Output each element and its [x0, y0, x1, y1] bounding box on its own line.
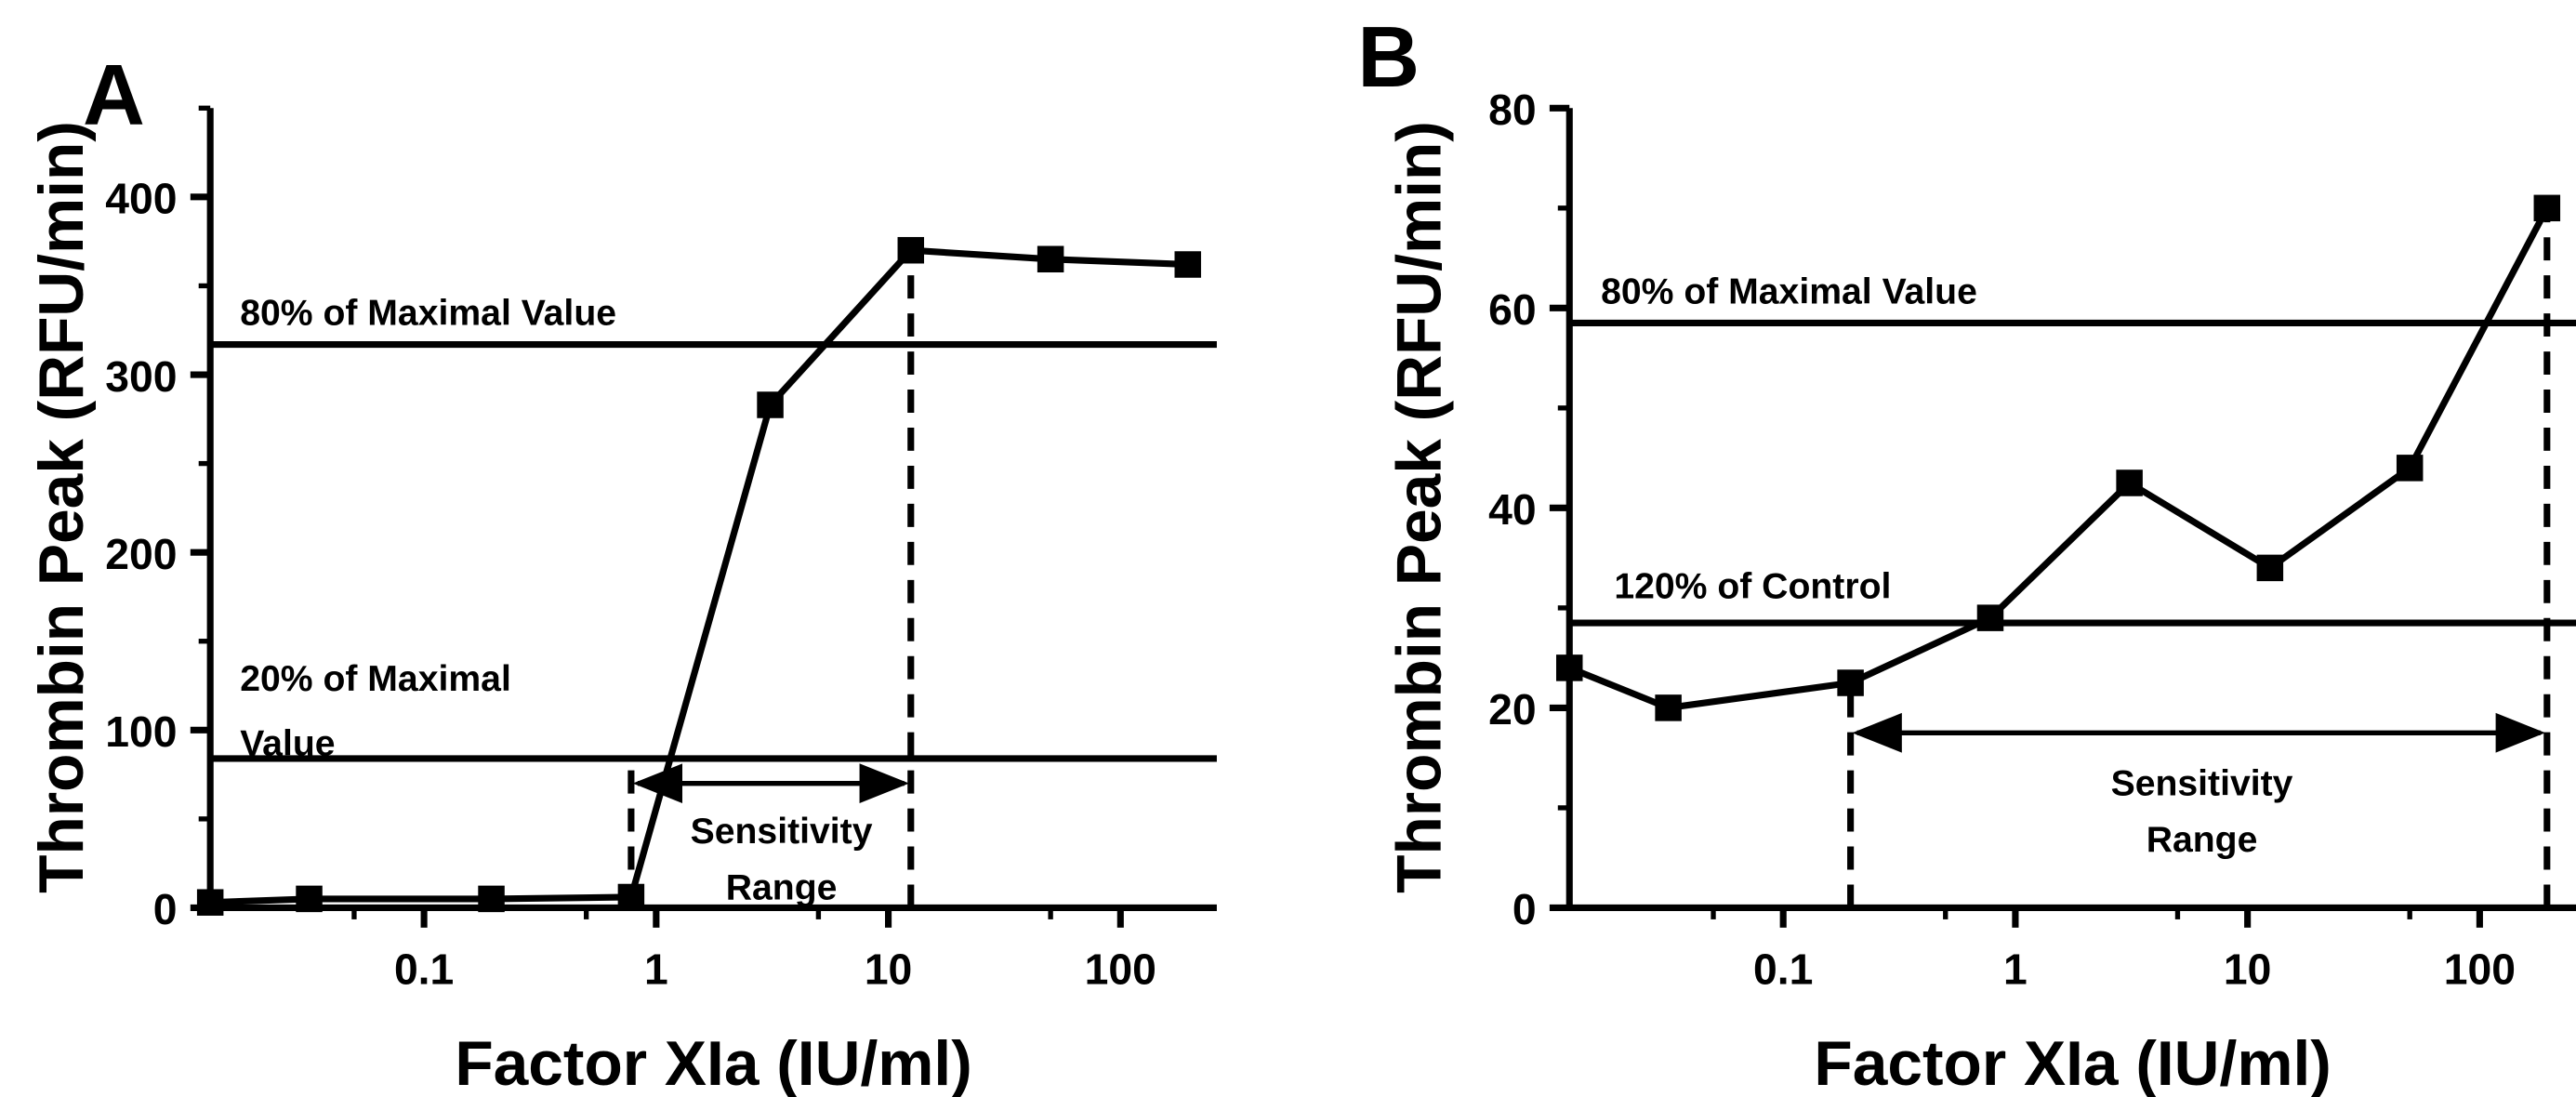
- data-point: [2116, 469, 2143, 496]
- data-point: [1555, 654, 1583, 681]
- data-point: [757, 391, 784, 418]
- sensitivity-range-label: Sensitivity: [2111, 763, 2293, 803]
- data-point: [2396, 455, 2424, 482]
- x-tick-label: 10: [2224, 945, 2272, 993]
- sensitivity-range-label: Range: [726, 868, 838, 908]
- y-tick-label: 0: [1513, 885, 1537, 933]
- data-point: [1174, 251, 1201, 278]
- data-point: [196, 889, 224, 916]
- x-tick-label: 1: [644, 945, 668, 993]
- sensitivity-range-label: Sensitivity: [691, 812, 873, 852]
- x-axis-title: Factor XIa (IU/ml): [1814, 1029, 2331, 1097]
- y-tick-label: 200: [105, 530, 177, 578]
- threshold-label: 80% of Maximal Value: [240, 294, 616, 334]
- y-tick-label: 400: [105, 175, 177, 223]
- y-axis-title: Thrombin Peak (RFU/min): [1384, 121, 1454, 893]
- sensitivity-range-label: Range: [2147, 820, 2258, 860]
- y-axis-title: Thrombin Peak (RFU/min): [27, 121, 97, 893]
- threshold-label: 120% of Control: [1614, 566, 1891, 606]
- panel-label: B: [1357, 8, 1420, 105]
- y-tick-label: 20: [1488, 685, 1537, 734]
- data-point: [2533, 194, 2561, 222]
- data-point: [478, 885, 505, 913]
- data-point: [2256, 554, 2284, 582]
- x-tick-label: 0.1: [394, 945, 454, 993]
- data-point: [1976, 604, 2004, 631]
- threshold-label: 80% of Maximal Value: [1601, 271, 1977, 311]
- data-point: [1837, 669, 1864, 696]
- y-tick-label: 0: [153, 885, 178, 933]
- data-point: [296, 885, 323, 913]
- y-tick-label: 300: [105, 352, 177, 401]
- panel-a: A 0 100 200 300 400 0.1 1 10 100 Factor XIa (IU/ml…: [27, 46, 1217, 1097]
- data-point: [897, 236, 925, 264]
- series-line: [210, 246, 1188, 906]
- x-tick-label: 100: [2444, 945, 2516, 993]
- threshold-label: Value: [240, 724, 335, 764]
- threshold-label: 20% of Maximal: [240, 659, 511, 699]
- x-tick-label: 10: [865, 945, 913, 993]
- y-tick-label: 60: [1488, 285, 1537, 334]
- panel-b: B 0 20 40 60 80 0.1 1 10 100 Factor XIa (IU/ml) Thr…: [1357, 8, 2576, 1097]
- x-tick-label: 0.1: [1753, 945, 1813, 993]
- data-point: [1037, 245, 1064, 273]
- y-tick-label: 100: [105, 707, 177, 756]
- x-tick-label: 1: [2003, 945, 2028, 993]
- x-tick-label: 100: [1085, 945, 1156, 993]
- data-point: [1655, 694, 1682, 721]
- series-line: [1567, 206, 2550, 711]
- panel-label: A: [83, 46, 145, 143]
- y-tick-label: 40: [1488, 485, 1537, 534]
- x-axis-title: Factor XIa (IU/ml): [455, 1029, 971, 1097]
- y-tick-label: 80: [1488, 86, 1537, 134]
- data-point: [617, 883, 645, 911]
